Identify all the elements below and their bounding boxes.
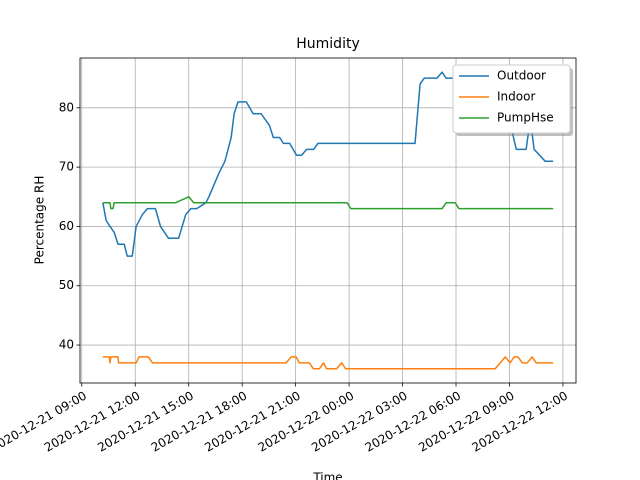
- y-tick-label: 50: [59, 278, 74, 292]
- x-tick-label: 2020-12-22 09:00: [416, 389, 517, 455]
- legend-box: [452, 64, 571, 134]
- x-tick-label: 2020-12-22 12:00: [470, 389, 571, 455]
- chart-title: Humidity: [296, 36, 359, 52]
- x-tick-label: 2020-12-21 21:00: [202, 389, 303, 455]
- x-tick-label: 2020-12-22 00:00: [256, 389, 357, 455]
- x-tick-label: 2020-12-22 06:00: [363, 389, 464, 455]
- data-line: [102, 71, 554, 257]
- x-tick-label: 2020-12-21 18:00: [149, 389, 250, 455]
- y-axis-label: Percentage RH: [33, 176, 47, 265]
- legend-label: Indoor: [497, 90, 535, 104]
- data-line: [102, 196, 554, 210]
- y-tick-label: 40: [59, 338, 74, 352]
- legend-label: PumpHse: [497, 111, 554, 125]
- x-tick-label: 2020-12-21 15:00: [95, 389, 196, 455]
- y-tick-label: 80: [59, 100, 74, 114]
- data-line: [102, 356, 554, 370]
- x-axis-label: Time: [312, 471, 342, 480]
- plot-frame: [79, 57, 577, 384]
- y-tick-label: 60: [59, 219, 74, 233]
- x-tick-label: 2020-12-21 12:00: [42, 389, 143, 455]
- y-tick-label: 70: [59, 160, 74, 174]
- legend-label: Outdoor: [497, 69, 546, 83]
- x-tick-label: 2020-12-22 03:00: [309, 389, 410, 455]
